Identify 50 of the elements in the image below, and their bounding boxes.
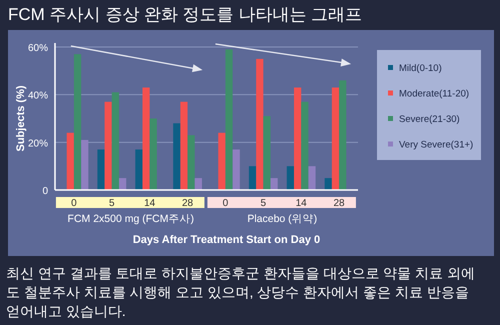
bar	[232, 149, 240, 190]
bar	[112, 92, 120, 190]
text: Placebo (위약)	[247, 213, 318, 225]
bar	[97, 149, 105, 190]
bar	[339, 80, 346, 190]
bar	[104, 102, 112, 190]
x-tick-label: 14	[144, 198, 156, 209]
bar	[74, 54, 82, 190]
text: 최신 연구 결과를 토대로 하지불안증후군 환자들을 대상으로 약물 치료 외에도 철분주사 치료를 시행해 오고 있으며, 상당수 환자에서 좋은 치료 반응을 얻어내고 있습니다.	[6, 264, 476, 321]
bar	[294, 88, 302, 190]
bar	[194, 178, 202, 190]
bar	[263, 116, 271, 190]
y-tick-label: 0	[42, 186, 48, 197]
bar	[66, 132, 74, 190]
x-tick-label: 0	[71, 198, 78, 209]
y-axis-title: Subjects (%)	[15, 85, 27, 152]
bar	[180, 102, 188, 190]
bar	[286, 166, 294, 190]
bar	[256, 58, 264, 190]
text: FCM 2x500 mg (FCM주사)	[68, 213, 194, 225]
legend-label: Mild(0-10)	[399, 63, 442, 74]
x-tick-label: 0	[222, 198, 229, 209]
bar	[324, 178, 332, 190]
y-tick-label: 20%	[28, 138, 48, 150]
y-tick-label: 60%	[28, 43, 48, 54]
bar	[270, 178, 278, 190]
x-tick-label: 14	[296, 198, 308, 209]
bar	[225, 49, 233, 190]
x-tick-label: 28	[334, 198, 346, 209]
x-tick-label: 28	[182, 198, 194, 209]
bar	[119, 178, 126, 190]
bar	[188, 135, 195, 190]
chart-title: FCM 주사시 증상 완화 정도를 나타내는 그래프	[8, 4, 362, 26]
bar	[81, 140, 88, 190]
y-tick-label: 40%	[28, 90, 48, 102]
bar	[301, 102, 308, 190]
x-tick-label: 5	[260, 198, 267, 209]
legend-label: Very Severe(31+)	[399, 140, 474, 150]
bar	[248, 166, 256, 190]
bar	[142, 88, 150, 190]
legend-label: Severe(21-30)	[399, 114, 460, 125]
bar	[150, 118, 157, 190]
x-axis-title: Days After Treatment Start on Day 0	[132, 234, 320, 246]
x-tick-label: 5	[109, 198, 116, 209]
bar	[218, 132, 226, 190]
bar	[332, 88, 340, 190]
bar	[135, 149, 142, 190]
legend-label: Moderate(11-20)	[399, 88, 470, 100]
bar	[173, 123, 180, 190]
bar	[308, 166, 316, 190]
